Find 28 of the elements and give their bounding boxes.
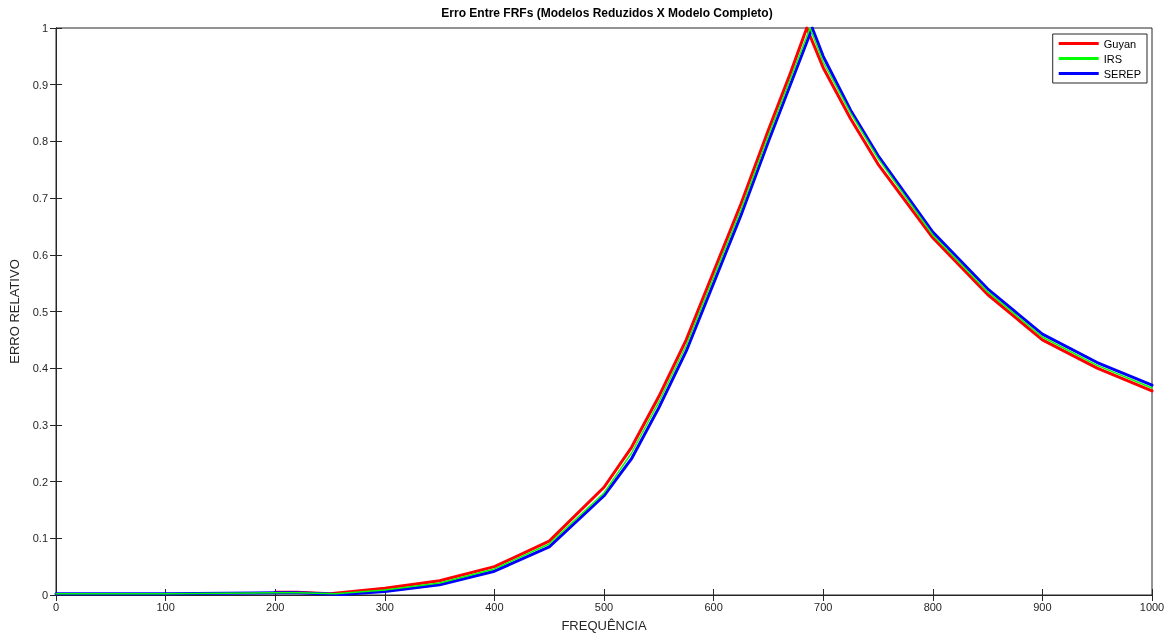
x-tick-label: 500 <box>594 600 614 613</box>
chart-title: Erro Entre FRFs (Modelos Reduzidos X Modelo Completo) <box>441 6 773 20</box>
x-tick-label: 1000 <box>1139 600 1165 613</box>
x-tick-label: 300 <box>375 600 394 613</box>
x-tick-label: 600 <box>704 600 723 613</box>
x-axis-title: FREQUÊNCIA <box>561 618 647 633</box>
legend-label: SEREP <box>1103 67 1142 80</box>
x-tick-label: 800 <box>923 600 942 613</box>
legend-label: Guyan <box>1103 37 1137 50</box>
y-tick-label: 0.6 <box>32 248 48 261</box>
x-tick-label: 700 <box>814 600 833 613</box>
x-tick-label: 200 <box>266 600 285 613</box>
y-tick-label: 0 <box>41 589 48 601</box>
x-tick-label: 900 <box>1033 600 1052 613</box>
y-tick-label: 0.4 <box>32 362 48 375</box>
y-tick-label: 0.8 <box>32 135 48 148</box>
y-tick-label: 0.1 <box>32 532 48 545</box>
y-tick-label: 0.2 <box>32 475 48 488</box>
y-tick-label: 1 <box>41 22 48 34</box>
y-tick-label: 0.3 <box>32 418 48 431</box>
y-tick-label: 0.5 <box>32 305 48 318</box>
y-axis-title: ERRO RELATIVO <box>7 259 22 364</box>
y-tick-label: 0.7 <box>32 192 48 205</box>
x-tick-label: 100 <box>156 600 175 613</box>
y-tick-label: 0.9 <box>32 78 48 91</box>
x-tick-label: 400 <box>485 600 504 613</box>
legend-label: IRS <box>1103 52 1123 65</box>
x-tick-label: 0 <box>52 600 60 613</box>
